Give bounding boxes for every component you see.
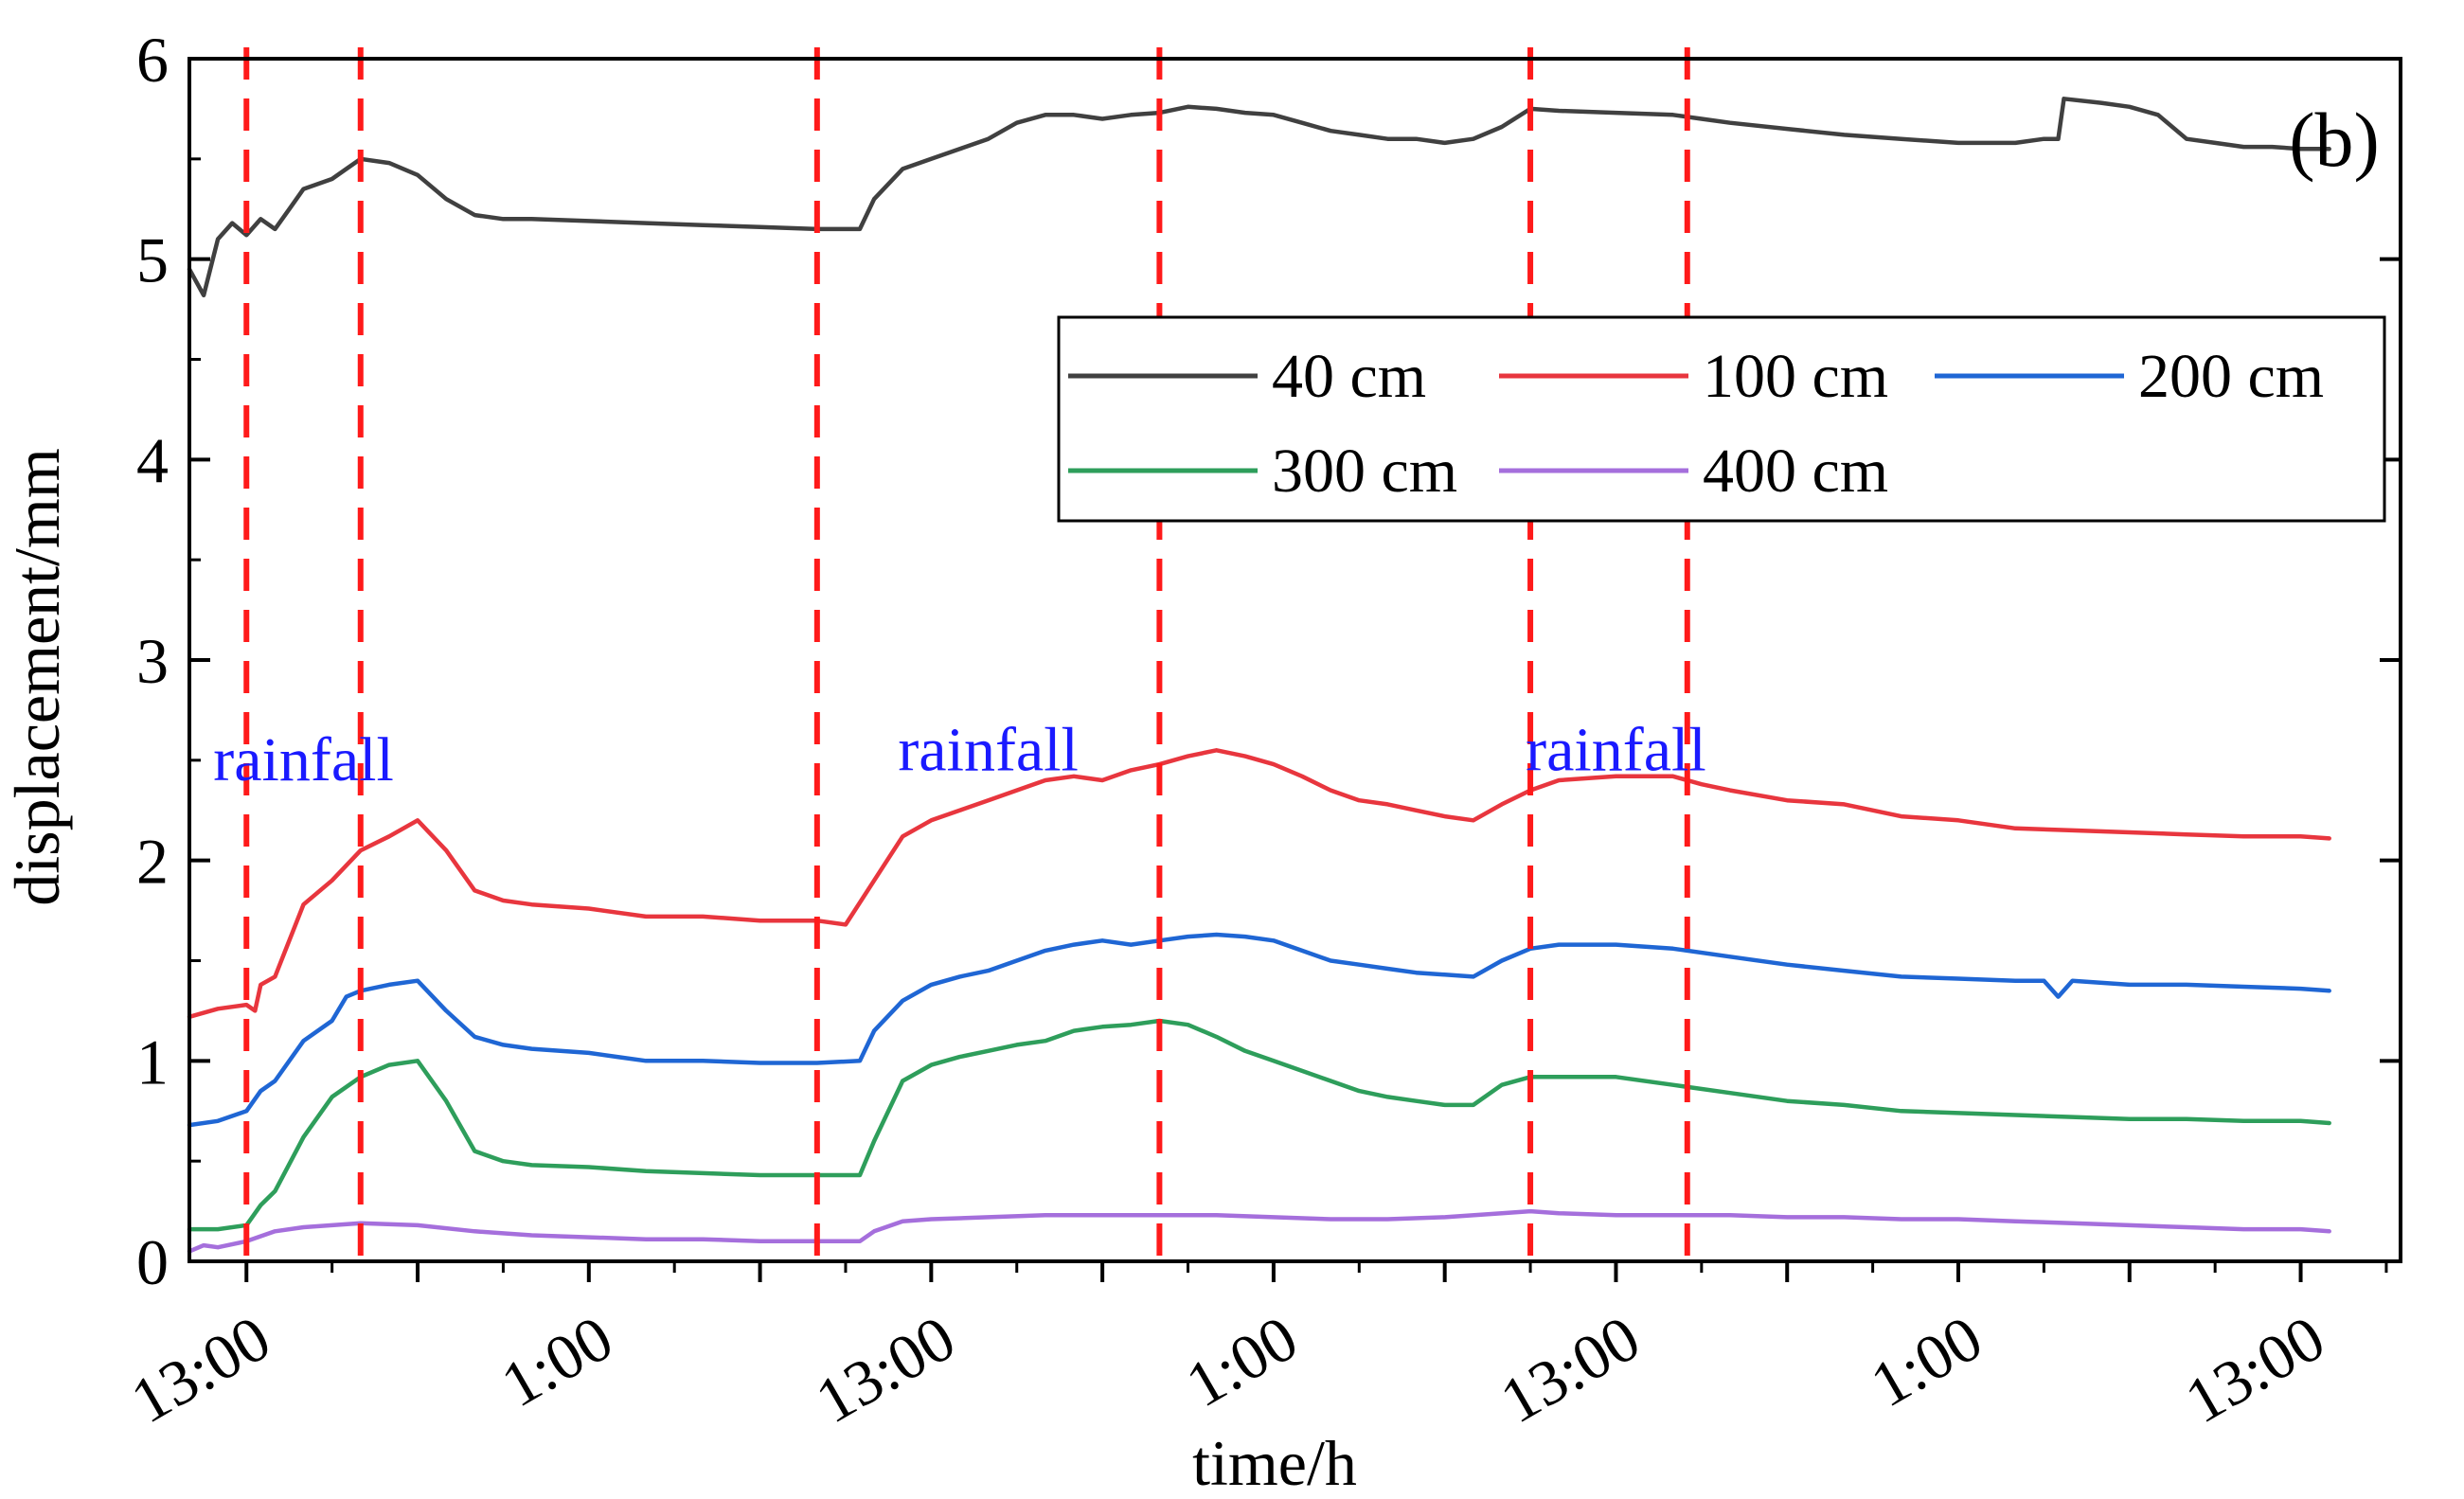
annotation-layer: rainfall rainfall rainfall — [213, 715, 1705, 794]
series-layer — [187, 97, 2331, 1254]
y-tick-label: 5 — [136, 224, 169, 296]
y-tick-label: 6 — [136, 24, 169, 96]
y-tick-label: 1 — [136, 1026, 169, 1097]
y-tick-label: 4 — [136, 424, 169, 496]
series-line-40-cm — [187, 97, 2331, 298]
series-line-300-cm — [187, 1018, 2331, 1232]
series-line-400-cm — [187, 1208, 2331, 1254]
series-line-100-cm — [187, 748, 2331, 1020]
legend-label: 300 cm — [1272, 437, 1457, 506]
legend-label: 200 cm — [2138, 342, 2324, 411]
legend-label: 100 cm — [1703, 342, 1888, 411]
x-axis-label: time/h — [1192, 1427, 1357, 1499]
rainfall-annotation: rainfall — [1526, 715, 1706, 784]
y-tick-label: 2 — [136, 826, 169, 898]
rainfall-annotation: rainfall — [898, 715, 1079, 784]
legend-label: 40 cm — [1272, 342, 1426, 411]
legend-label: 400 cm — [1703, 437, 1888, 506]
legend: 40 cm 100 cm 200 cm 300 cm 400 cm — [1057, 315, 2386, 523]
rainfall-annotation: rainfall — [213, 725, 394, 794]
panel-label: (b) — [2289, 97, 2380, 183]
y-tick-label: 0 — [136, 1226, 169, 1298]
series-line-200-cm — [187, 932, 2331, 1128]
y-tick-label: 3 — [136, 625, 169, 697]
y-axis-label: displacement/mm — [1, 448, 73, 905]
legend-box — [1057, 315, 2386, 523]
